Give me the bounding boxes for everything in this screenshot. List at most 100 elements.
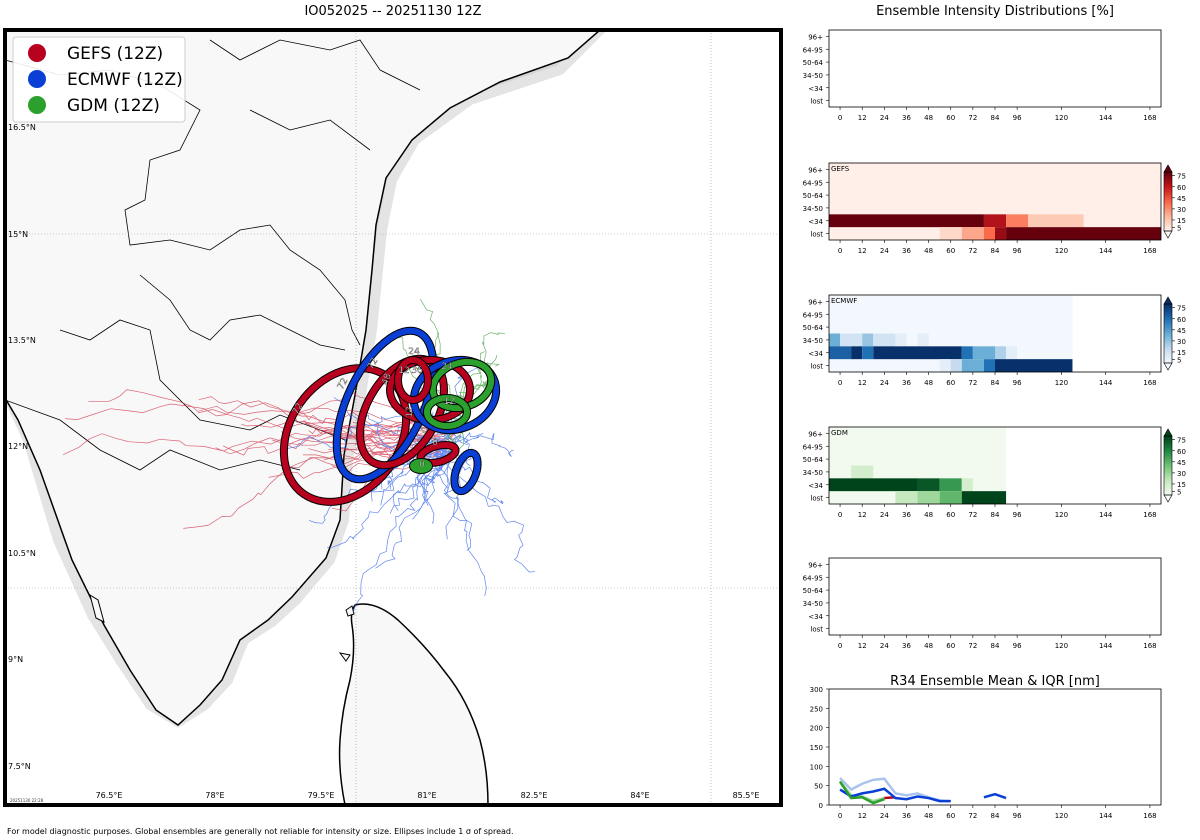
colorbar-segment [1164,357,1172,360]
x-tick-label: 96 [1013,812,1022,820]
colorbar-tick-label: 15 [1177,481,1186,489]
x-tick-label: 84 [991,114,1000,122]
x-tick-label: 12 [858,379,867,387]
x-tick-label: 120 [1055,379,1068,387]
y-tick-label: 34-50 [803,600,823,608]
colorbar-segment [1164,211,1172,214]
x-tick-label: 24 [880,642,889,650]
x-tick-label: 12 [858,247,867,255]
y-tick-label: 96+ [808,33,823,41]
y-tick-label: 64-95 [803,443,823,451]
x-tick-label: 36 [902,379,911,387]
colorbar-tick-label: 75 [1177,305,1186,313]
r34-mean-line [839,781,885,805]
y-tick-label: lost [810,626,823,634]
colorbar-segment [1164,205,1172,208]
heatmap-cell [851,465,874,479]
colorbar-segment [1164,189,1172,193]
lat-label: 12°N [8,442,28,451]
heatmap-cell [983,359,995,372]
colorbar-tick-label: 15 [1177,217,1186,225]
colorbar-segment [1164,329,1172,333]
y-tick-label: 50 [814,783,823,791]
heatmap-cell [895,491,918,504]
colorbar-segment [1164,345,1172,348]
x-tick-label: 0 [838,812,842,820]
heatmap-cell [917,491,940,504]
heatmap-cell [950,359,962,372]
x-tick-label: 48 [924,247,933,255]
x-tick-label: 96 [1013,642,1022,650]
x-tick-label: 84 [991,379,1000,387]
x-tick-label: 24 [880,379,889,387]
state-borders [5,39,421,471]
panel-frame [828,29,1162,108]
y-tick-label: 64-95 [803,46,823,54]
x-tick-label: 60 [946,511,955,519]
heatmap-cell [851,346,863,360]
lat-label: 15°N [8,230,28,239]
heatmap-cell [873,333,896,347]
colorbar-segment [1164,201,1172,204]
colorbar-segment [1164,187,1172,191]
colorbar-tick-label: 5 [1177,356,1181,364]
heatmap-cell [995,227,1007,240]
x-tick-label: 120 [1055,247,1068,255]
x-tick-label: 24 [880,114,889,122]
y-tick-label: 50-64 [803,59,824,67]
r34-mean-line [839,787,951,803]
colorbar-segment [1164,337,1172,340]
ellipse-label: 72 [291,402,305,417]
lon-label: 81°E [417,791,436,800]
intensity-panels: 96+ 64-95 50-64 34-50 <34 lost 0 12 24 36 48 60 72 84… [803,4,1186,820]
colorbar-segment [1164,175,1172,179]
y-tick-label: 50-64 [803,192,824,200]
heatmap-cell [873,346,962,360]
gefs-legend-marker [28,44,46,62]
x-tick-label: 48 [924,511,933,519]
y-tick-label: <34 [808,85,823,93]
heatmap-cell [995,359,1073,372]
colorbar-segment [1164,185,1172,189]
ellipse-label: 24 [408,347,420,357]
colorbar-segment [1164,317,1172,321]
x-tick-label: 36 [902,642,911,650]
heatmap-cell [939,491,962,504]
lat-label: 13.5°N [8,336,36,345]
x-tick-label: 96 [1013,379,1022,387]
colorbar-segment [1164,451,1172,455]
ensemble-track [445,428,472,540]
x-tick-label: 12 [858,642,867,650]
colorbar-segment [1164,217,1172,220]
heatmap-cell [961,359,984,372]
ensemble-track [375,452,455,569]
colorbar-tick-label: 60 [1177,448,1186,456]
map-area: 72 72 72 48 36 24 24 12 12 12 0 0 16.5°N… [5,30,781,805]
gdm-legend-marker [28,96,46,114]
colorbar-extend-top [1163,296,1173,305]
legend-label-ecmwf: ECMWF (12Z) [67,70,183,90]
heatmap-cell [862,346,874,360]
panel-model-label: GDM [831,429,848,437]
colorbar-segment [1164,223,1172,226]
ecmwf-legend-marker [28,70,46,88]
colorbar-tick-label: 30 [1177,206,1186,214]
x-tick-label: 36 [902,247,911,255]
colorbar-segment [1164,439,1172,443]
colorbar-segment [1164,457,1172,461]
y-tick-label: 34-50 [803,72,823,80]
ensemble-track [423,430,452,506]
x-tick-label: 0 [838,379,842,387]
colorbar-segment [1164,304,1172,307]
panel-model-label: GEFS [831,165,850,173]
colorbar-segment [1164,335,1172,338]
lon-label: 85.5°E [733,791,760,800]
colorbar-segment [1164,473,1172,476]
y-tick-label: 50-64 [803,324,824,332]
footer-note: For model diagnostic purposes. Global en… [7,827,514,836]
y-tick-label: 200 [810,725,823,733]
ensemble-track [387,443,448,490]
colorbar-segment [1164,443,1172,447]
colorbar-segment [1164,321,1172,325]
colorbar-segment [1164,459,1172,463]
